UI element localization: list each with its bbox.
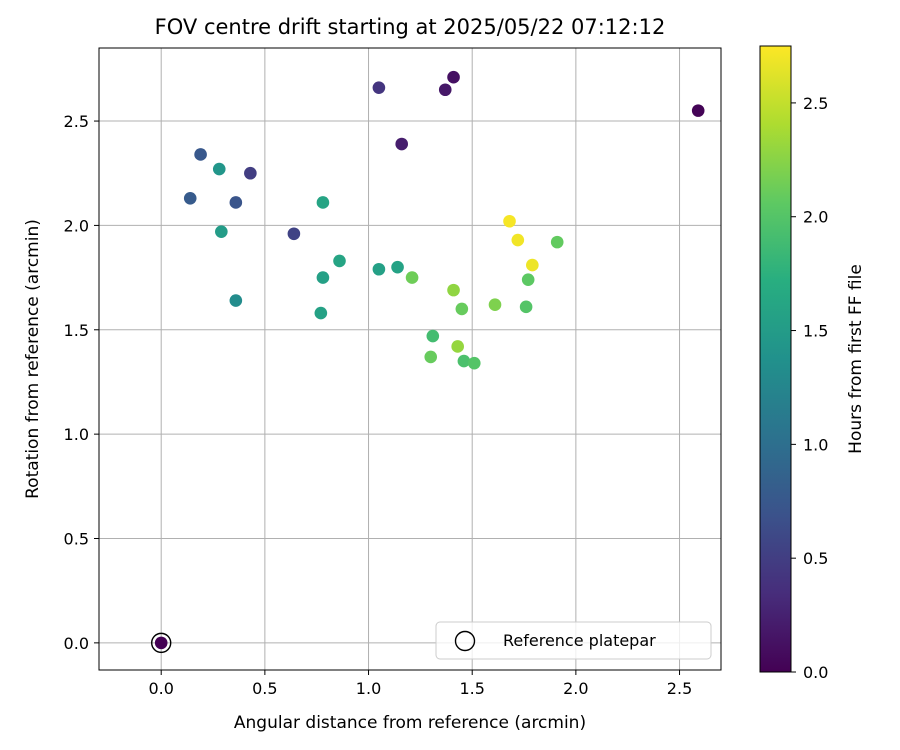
colorbar-label: Hours from first FF file <box>846 264 866 454</box>
data-point <box>426 329 440 343</box>
colorbar: 0.0 0.5 1.0 1.5 2.0 2.5 Hours from first FF f… <box>759 45 866 682</box>
colorbar-tick-label: 2.0 <box>803 208 828 227</box>
data-point <box>229 196 243 209</box>
data-point <box>405 271 419 284</box>
y-tick-label: 2.5 <box>64 112 89 131</box>
chart-title: FOV centre drift starting at 2025/05/22 … <box>155 15 666 39</box>
data-point <box>194 148 207 161</box>
y-tick-label: 2.0 <box>64 216 89 235</box>
legend-box <box>435 621 712 660</box>
data-point <box>438 83 452 97</box>
colorbar-tick-label: 1.5 <box>803 322 828 341</box>
x-tick-label: 0.0 <box>148 679 173 698</box>
data-point <box>503 214 516 228</box>
y-tick-label: 0.0 <box>64 634 89 653</box>
data-point <box>316 196 330 209</box>
data-point <box>395 137 409 151</box>
legend-marker <box>454 630 476 652</box>
data-point <box>183 191 197 205</box>
y-tick-label: 0.5 <box>64 530 89 549</box>
data-point <box>447 70 460 84</box>
data-point <box>287 227 301 241</box>
data-point <box>447 283 460 297</box>
data-point <box>372 262 386 276</box>
data-point <box>511 233 525 247</box>
data-point <box>212 162 226 176</box>
legend-label: Reference platepar <box>503 631 656 650</box>
data-point <box>526 258 539 272</box>
data-point <box>244 166 257 180</box>
data-point <box>215 225 228 238</box>
data-point <box>229 294 243 307</box>
colorbar-ticks: 0.0 0.5 1.0 1.5 2.0 2.5 <box>791 94 828 682</box>
reference-platepar-marker <box>150 632 172 654</box>
colorbar-tick-label: 1.0 <box>803 435 828 454</box>
colorbar-tick-label: 0.5 <box>803 549 828 568</box>
data-point <box>488 298 502 312</box>
data-points <box>150 70 705 654</box>
data-point <box>550 235 564 249</box>
colorbar-tick-label: 2.5 <box>803 94 828 113</box>
colorbar-gradient <box>759 45 792 673</box>
data-point <box>316 271 330 284</box>
x-tick-label: 2.5 <box>667 679 692 698</box>
data-point <box>451 340 464 353</box>
plot-frame <box>98 47 722 671</box>
data-point <box>455 302 469 316</box>
x-tick-label: 1.0 <box>356 679 381 698</box>
data-point <box>333 254 346 268</box>
y-axis-label: Rotation from reference (arcmin) <box>23 219 43 499</box>
legend: Reference platepar <box>435 621 712 660</box>
data-point <box>391 260 404 274</box>
data-point <box>691 104 705 117</box>
x-tick-label: 0.5 <box>252 679 277 698</box>
data-point <box>519 300 533 314</box>
y-tick-label: 1.0 <box>64 425 89 444</box>
data-point <box>521 273 535 286</box>
x-tick-label: 1.5 <box>459 679 484 698</box>
axis-ticks: 0.0 0.5 1.0 1.5 2.0 2.5 0.0 0.5 1.0 1.5 2.0 2.5 <box>64 112 693 698</box>
data-point <box>372 81 386 94</box>
colorbar-tick-label: 0.0 <box>803 663 828 682</box>
data-point <box>154 636 168 650</box>
x-axis-label: Angular distance from reference (arcmin) <box>234 713 586 733</box>
data-point <box>457 354 471 368</box>
y-tick-label: 1.5 <box>64 321 89 340</box>
grid-lines <box>99 48 721 670</box>
x-tick-label: 2.0 <box>563 679 588 698</box>
data-point <box>424 350 438 364</box>
data-point <box>314 306 328 320</box>
data-point <box>467 356 481 370</box>
